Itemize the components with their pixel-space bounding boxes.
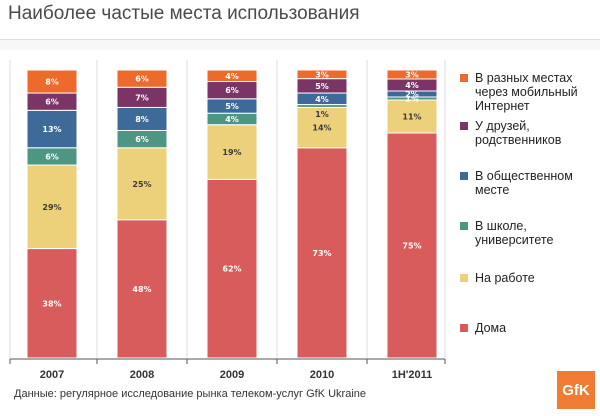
bar-segment — [206, 69, 258, 83]
bar-segment — [26, 109, 78, 149]
bar-segment — [116, 69, 168, 88]
legend-label: В разных местах — [475, 71, 573, 85]
data-label: 6% — [45, 152, 59, 161]
bar-segment — [386, 99, 438, 134]
bar-segment — [206, 178, 258, 359]
gfk-logo: GfK — [557, 371, 595, 409]
legend-label: месте — [475, 183, 509, 197]
bar-segment — [116, 219, 168, 359]
legend-label: В школе, — [475, 219, 527, 233]
data-label: 2% — [405, 90, 419, 99]
title-divider — [0, 39, 600, 50]
data-label: 38% — [42, 299, 61, 308]
data-label: 8% — [135, 115, 149, 124]
grid — [9, 60, 446, 358]
data-label: 3% — [405, 71, 419, 80]
data-label: 6% — [135, 135, 149, 144]
data-label: 5% — [315, 82, 329, 91]
x-tick-label: 2007 — [40, 369, 64, 381]
legend-swatch — [460, 274, 468, 282]
data-label: 3% — [315, 70, 329, 79]
data-label: 73% — [312, 249, 331, 258]
bar-segment — [296, 69, 348, 80]
data-label: 19% — [222, 148, 241, 157]
x-tick-label: 2008 — [130, 369, 154, 381]
source-note: Данные: регулярное исследование рынка те… — [14, 388, 367, 400]
legend-swatch — [460, 74, 468, 82]
bar-segment — [26, 69, 78, 94]
axes: 2007 2008 2009 2010 1H'2011 — [9, 358, 446, 381]
data-label: 29% — [42, 203, 61, 212]
bar-segment — [26, 164, 78, 250]
bar-segment — [26, 248, 78, 359]
legend-swatch — [460, 324, 468, 332]
data-label: 4% — [225, 115, 239, 124]
legend-label: родственников — [475, 133, 562, 147]
legend-label: У друзей, — [475, 119, 530, 133]
data-label: 13% — [42, 125, 61, 134]
data-label: 1% — [405, 95, 419, 104]
data-label: 4% — [405, 81, 419, 90]
bar-segment — [296, 147, 348, 359]
data-label: 25% — [132, 180, 151, 189]
data-label: 7% — [135, 93, 149, 102]
x-tick-label: 2009 — [220, 369, 244, 381]
data-label: 4% — [315, 95, 329, 104]
legend-label: На работе — [475, 271, 535, 285]
legend-label: университете — [475, 233, 553, 247]
data-label: 48% — [132, 285, 151, 294]
data-label: 14% — [312, 124, 331, 133]
data-label-extra: 1% — [315, 110, 329, 119]
x-tick-label: 1H'2011 — [392, 369, 433, 381]
data-label: 62% — [222, 265, 241, 274]
bar-segment — [116, 147, 168, 221]
data-label: 11% — [402, 113, 421, 122]
x-tick-label: 2010 — [310, 369, 334, 381]
data-label: 4% — [225, 72, 239, 81]
data-label: 75% — [402, 242, 421, 251]
legend-swatch — [460, 222, 468, 230]
data-label: 5% — [225, 102, 239, 111]
legend-label: В общественном — [475, 169, 573, 183]
legend-swatch — [460, 122, 468, 130]
bar-segment — [296, 106, 348, 149]
bar-segment — [386, 69, 438, 80]
legend-label: через мобильный — [475, 85, 578, 99]
legend-label: Дома — [475, 321, 506, 335]
legend-label: Интернет — [475, 99, 530, 113]
legend-swatch — [460, 172, 468, 180]
data-label: 6% — [45, 98, 59, 107]
chart-title: Наиболее частые места использования — [8, 3, 360, 24]
data-label: 8% — [45, 78, 59, 87]
data-label: 6% — [135, 75, 149, 84]
bar-segment — [386, 132, 438, 359]
data-label: 6% — [225, 86, 239, 95]
bars: 38% 29% 6% 13% 6% 8% 48% 25% 6% 8% 7% 6% 62% 19% 4% 5% 6… — [26, 69, 438, 359]
bar-segment — [206, 124, 258, 180]
